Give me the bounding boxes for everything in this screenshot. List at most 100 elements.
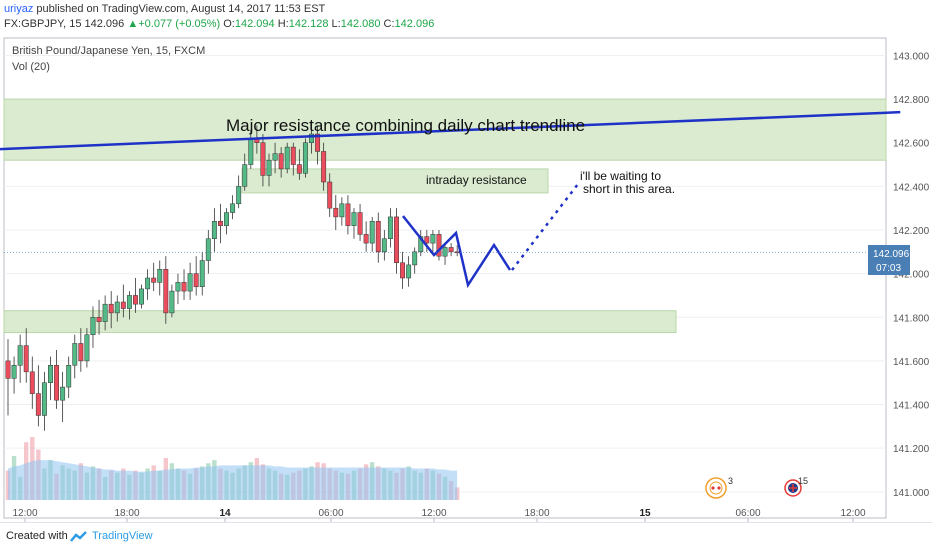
- candle-up: [406, 264, 412, 279]
- zigzag-pattern: [402, 215, 512, 289]
- candle-up: [211, 221, 217, 239]
- price-tag-value: 142.096: [873, 249, 910, 260]
- note-line2: short in this area.: [583, 182, 675, 196]
- candle-up: [381, 238, 387, 253]
- candle-down: [35, 393, 41, 416]
- price-tick-label: 141.400: [893, 401, 930, 412]
- time-tick-label: 06:00: [318, 508, 343, 519]
- volume-legend: Vol (20): [12, 61, 50, 73]
- earnings-event-icon[interactable]: 3: [705, 476, 733, 499]
- price-tick-label: 142.800: [893, 95, 930, 106]
- trendline: [0, 110, 901, 151]
- candle-down: [181, 282, 187, 292]
- candle-down: [29, 371, 35, 394]
- low-label: L:: [331, 18, 341, 30]
- candle-up: [126, 295, 132, 309]
- tradingview-logo-icon: [70, 531, 87, 542]
- candle-up: [139, 288, 144, 305]
- candle-down: [357, 212, 363, 235]
- candle-up: [272, 153, 278, 161]
- candles: [5, 120, 460, 431]
- last-price: 142.096: [84, 18, 125, 30]
- high-value: 142.128: [288, 18, 329, 30]
- candle-up: [114, 301, 120, 314]
- time-tick-label: 06:00: [735, 508, 760, 519]
- candle-up: [41, 382, 47, 416]
- ohlc-line: FX:GBPJPY, 15 142.096 ▲+0.077 (+0.05%) O…: [4, 18, 434, 30]
- candle-up: [266, 159, 272, 176]
- candle-down: [424, 236, 430, 244]
- candle-down: [345, 203, 351, 226]
- candle-up: [205, 238, 211, 261]
- price-tick-label: 143.000: [893, 51, 930, 62]
- candle-up: [369, 221, 375, 244]
- price-tick-label: 141.600: [893, 357, 930, 368]
- candle-down: [54, 365, 60, 401]
- candle-up: [302, 142, 308, 174]
- volume-bars: [5, 437, 460, 500]
- candle-down: [327, 181, 333, 209]
- candle-up: [230, 203, 236, 213]
- time-tick-label: 15: [639, 508, 651, 519]
- time-tick-label: 18:00: [524, 508, 549, 519]
- price-axis[interactable]: 143.000 142.800 142.600 142.400 142.200 142.0…: [893, 51, 930, 498]
- price-tick-label: 142.200: [893, 226, 930, 237]
- candle-down: [23, 345, 29, 373]
- candle-up: [17, 345, 23, 366]
- price-tag-countdown: 07:03: [876, 263, 901, 274]
- candle-up: [145, 277, 151, 290]
- candle-down: [163, 269, 169, 314]
- candle-up: [248, 138, 254, 165]
- close-value: 142.096: [394, 18, 435, 30]
- candle-down: [448, 247, 454, 253]
- published-text: published on TradingView.com, August 14,…: [36, 3, 326, 15]
- projection-dotted-line: [511, 183, 579, 271]
- price-tag-bg: [868, 245, 910, 275]
- time-tick-label: 12:00: [840, 508, 865, 519]
- symbol-label: FX:GBPJPY, 15: [4, 18, 82, 30]
- candle-down: [436, 234, 442, 257]
- intraday-resistance-label: intraday resistance: [426, 173, 527, 187]
- candle-up: [387, 216, 393, 239]
- earnings-count: 3: [728, 476, 733, 486]
- candle-down: [278, 153, 284, 170]
- open-value: 142.094: [234, 18, 275, 30]
- candle-down: [120, 301, 126, 309]
- price-tick-label: 141.000: [893, 488, 930, 499]
- candle-up: [309, 133, 314, 143]
- candle-up: [169, 290, 175, 314]
- candle-down: [363, 234, 369, 244]
- time-tick-label: 14: [219, 508, 231, 519]
- candle-up: [224, 212, 229, 226]
- candle-up: [72, 343, 78, 366]
- candle-down: [151, 277, 157, 283]
- price-tag: 142.096 07:03: [868, 245, 910, 275]
- price-chart[interactable]: 143.000 142.800 142.600 142.400 142.200 142.0…: [0, 34, 932, 522]
- created-with-label: Created with: [6, 530, 68, 542]
- candle-down: [375, 221, 381, 253]
- note-line1: i'll be waiting to: [580, 169, 661, 183]
- tradingview-link[interactable]: TradingView: [92, 530, 153, 542]
- candle-up: [339, 203, 345, 218]
- candle-down: [218, 221, 223, 226]
- uk-event-count: 15: [798, 476, 808, 486]
- time-axis[interactable]: 12:00 18:00 14 06:00 12:00 18:00 15 06:00 12:00: [12, 508, 866, 522]
- low-value: 142.080: [340, 18, 381, 30]
- candle-up: [430, 234, 436, 244]
- author-link[interactable]: uriyaz: [4, 3, 34, 15]
- time-tick-label: 18:00: [114, 508, 139, 519]
- major-resistance-label: Major resistance combining daily chart t…: [226, 116, 585, 135]
- candle-up: [11, 365, 17, 379]
- candle-down: [315, 133, 321, 152]
- uk-flag-icon[interactable]: 15: [784, 476, 808, 497]
- volume-ma-area: [8, 460, 458, 500]
- price-tick-label: 142.400: [893, 182, 930, 193]
- candle-up: [242, 164, 248, 187]
- price-tick-label: 141.800: [893, 313, 930, 324]
- candle-up: [351, 212, 357, 226]
- candle-up: [66, 365, 72, 388]
- price-tick-label: 142.600: [893, 139, 930, 150]
- candle-up: [442, 247, 448, 257]
- candle-down: [400, 262, 406, 279]
- chart-title: British Pound/Japanese Yen, 15, FXCM: [12, 45, 205, 57]
